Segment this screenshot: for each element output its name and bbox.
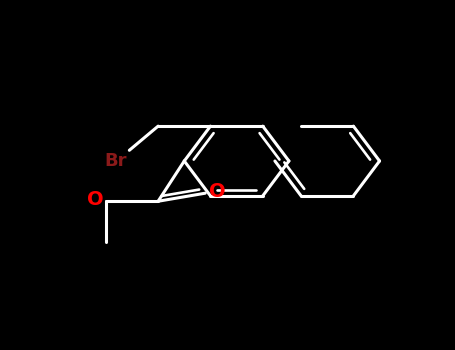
Text: O: O bbox=[209, 182, 226, 201]
Text: O: O bbox=[87, 190, 104, 209]
Text: Br: Br bbox=[105, 152, 127, 170]
